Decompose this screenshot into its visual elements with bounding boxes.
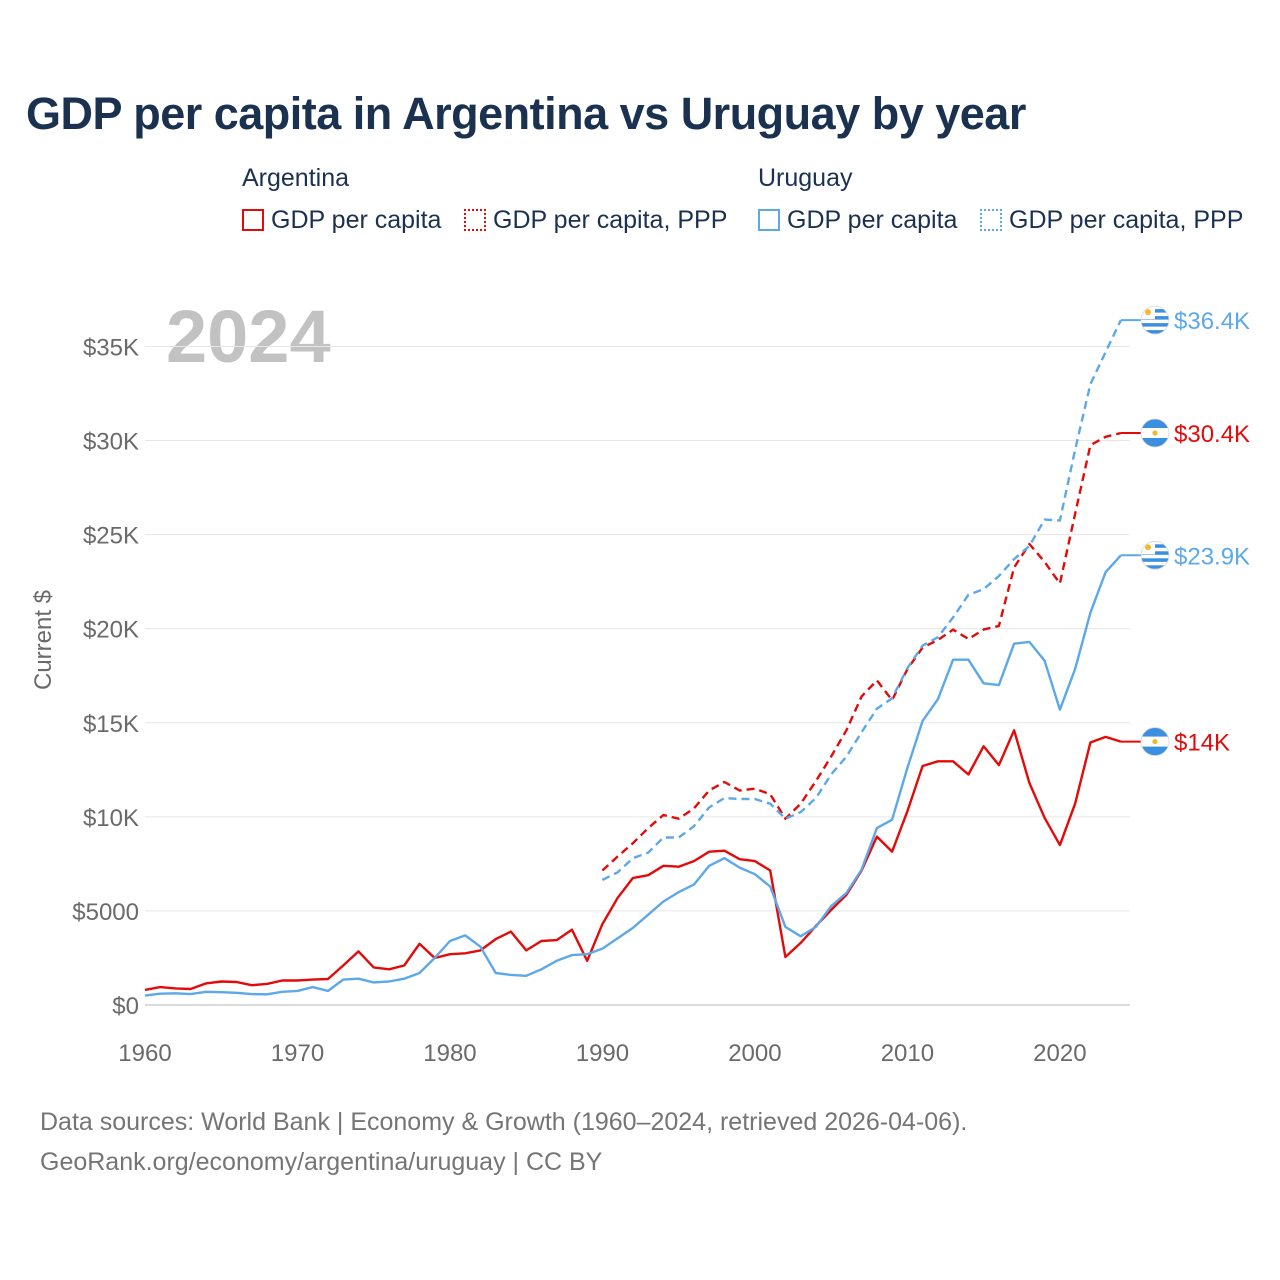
legend-item-uruguay-gdp[interactable]: GDP per capita [758, 204, 957, 236]
uruguay-flag-icon [1140, 540, 1170, 570]
x-tick-label: 2000 [728, 1040, 781, 1067]
x-tick-label: 2020 [1033, 1040, 1086, 1067]
argentina-flag-icon [1140, 727, 1170, 756]
end-value-label: $23.9K [1174, 543, 1250, 570]
y-tick-label: $0 [112, 993, 139, 1020]
series-line-uruguay-gdp-per-capita [144, 554, 1122, 997]
legend-country-argentina: Argentina [242, 164, 350, 192]
footer-sources: Data sources: World Bank | Economy & Gro… [40, 1108, 968, 1136]
legend-swatch-argentina-solid [242, 209, 264, 231]
y-axis-title: Current $ [30, 590, 57, 690]
x-tick-label: 1970 [271, 1040, 324, 1067]
uruguay-flag-icon [1140, 305, 1170, 335]
legend-label: GDP per capita, PPP [493, 205, 728, 234]
legend-label: GDP per capita [787, 205, 958, 234]
x-tick-label: 1990 [576, 1040, 629, 1067]
series-line-uruguay-gdp-per-capita-ppp [601, 319, 1122, 881]
legend-item-uruguay-gdp-ppp[interactable]: GDP per capita, PPP [980, 204, 1243, 236]
y-tick-label: $30K [83, 429, 139, 456]
end-value-label: $30.4K [1174, 421, 1250, 448]
end-value-label: $14K [1174, 730, 1230, 757]
year-watermark: 2024 [166, 295, 331, 378]
series-line-argentina-gdp-per-capita-ppp [601, 431, 1122, 872]
argentina-flag-icon [1140, 418, 1170, 448]
legend-item-argentina-gdp[interactable]: GDP per capita [242, 204, 441, 236]
end-value-label: $36.4K [1174, 308, 1250, 335]
y-tick-label: $20K [83, 617, 139, 644]
legend-item-argentina-gdp-ppp[interactable]: GDP per capita, PPP [464, 204, 727, 236]
legend-swatch-argentina-dotted [464, 209, 486, 231]
y-tick-label: $35K [83, 334, 139, 361]
legend-label: GDP per capita, PPP [1009, 205, 1244, 234]
legend-swatch-uruguay-dotted [980, 209, 1002, 231]
y-tick-label: $5000 [72, 899, 139, 926]
legend-swatch-uruguay-solid [758, 209, 780, 231]
footer-attribution: GeoRank.org/economy/argentina/uruguay | … [40, 1148, 603, 1176]
y-tick-label: $25K [83, 523, 139, 550]
chart-title: GDP per capita in Argentina vs Uruguay b… [26, 88, 1026, 139]
x-tick-label: 1960 [118, 1040, 171, 1067]
legend-label: GDP per capita [271, 205, 442, 234]
x-tick-label: 2010 [881, 1040, 934, 1067]
y-tick-label: $10K [83, 805, 139, 832]
x-tick-label: 1980 [423, 1040, 476, 1067]
y-tick-label: $15K [83, 711, 139, 738]
series-line-argentina-gdp-per-capita [144, 729, 1122, 992]
legend-country-uruguay: Uruguay [758, 164, 853, 192]
